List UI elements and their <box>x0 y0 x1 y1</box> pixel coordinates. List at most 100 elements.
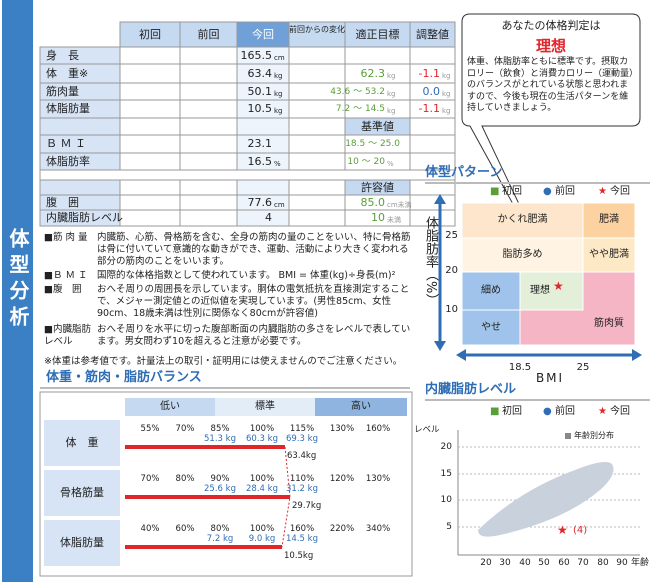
unit: kg <box>274 107 283 115</box>
table-cell <box>288 194 346 211</box>
current-value: 165.5 <box>240 48 273 62</box>
section-header: 許容値 <box>361 180 394 194</box>
scale-label: 100% <box>249 424 275 434</box>
table-cell <box>409 117 456 136</box>
note-text: 内臓筋、心筋、骨格筋を含む、全身の筋肉の量のことをいい、特に骨格筋は骨に付いてい… <box>97 232 411 267</box>
row-label: 体 重※ <box>46 66 89 80</box>
table-cell <box>236 209 290 227</box>
cell-label: 筋肉質 <box>594 318 624 329</box>
table-cell <box>119 117 181 136</box>
type-cell <box>582 237 636 273</box>
x-tick-label: 90 <box>616 558 628 568</box>
y-tick-label: 20 <box>445 265 458 276</box>
table-cell <box>409 152 456 171</box>
sidebar-title: 体型分析 <box>6 228 30 332</box>
table-cell <box>288 179 346 196</box>
value-bar <box>125 545 282 549</box>
value-bar <box>125 445 285 449</box>
table-cell <box>288 209 346 227</box>
scale-label: 130% <box>329 424 355 434</box>
x-tick-label: 25 <box>576 362 590 373</box>
scale-label: 90% <box>210 474 230 484</box>
scale-label: 100% <box>249 474 275 484</box>
y-tick-label: 5 <box>446 522 452 532</box>
legend-label: 初回 <box>502 406 522 417</box>
type-cell <box>461 271 521 311</box>
row-label-bg <box>44 420 120 466</box>
adjust: -1.1 <box>418 66 440 80</box>
table-cell <box>409 194 456 211</box>
level-label: 低い <box>160 401 180 412</box>
x-axis-label: 年齢 <box>631 558 650 568</box>
ref-value: 25.6 kg <box>204 484 236 494</box>
ref-value: 14.5 kg <box>286 534 318 544</box>
scale-label: 130% <box>365 474 391 484</box>
note-label: ■腹 囲 <box>44 284 82 295</box>
table-cell <box>179 63 238 84</box>
unit: cm <box>274 200 285 209</box>
y-tick-label: 10 <box>445 304 458 315</box>
current-value: 77.6 <box>247 195 273 209</box>
scale-label: 70% <box>175 424 195 434</box>
ref-value: 9.0 kg <box>248 534 276 544</box>
current-value: 16.5 <box>247 154 273 168</box>
cell-label: 理想 <box>530 285 550 296</box>
type-cell <box>582 202 636 239</box>
scale-label: 70% <box>140 474 160 484</box>
table-cell <box>119 134 181 154</box>
row-label: 体脂肪量 <box>46 102 90 115</box>
current-value: 23.1 <box>247 137 273 150</box>
row-label: 内臓脂肪レベル <box>46 211 123 224</box>
scale-label: 100% <box>249 524 275 534</box>
section-title: 内臓脂肪レベル <box>425 382 517 397</box>
header-cell <box>179 21 238 48</box>
unit: % <box>274 159 281 168</box>
table-cell <box>179 194 238 211</box>
ref-value: 7.2 kg <box>206 534 234 544</box>
target: 7.2 ～ 14.5 <box>335 104 385 114</box>
result: 理想 <box>535 37 566 55</box>
table-cell <box>409 46 456 65</box>
unit: kg <box>442 107 451 115</box>
x-tick-label: 40 <box>519 558 531 568</box>
unit: kg <box>387 89 396 98</box>
table-cell <box>39 117 121 136</box>
footnote: ※体重は参考値です。計量法上の取引・証明用には使えませんのでご注意ください。 <box>44 356 403 367</box>
table-cell <box>179 134 238 154</box>
ref-value: 31.2 kg <box>286 484 318 494</box>
current-value: 63.4 <box>247 66 273 80</box>
table-header: 前回 <box>197 28 220 41</box>
ref-value: 51.3 kg <box>204 434 236 444</box>
scale-label: 110% <box>289 474 315 484</box>
level-cell <box>315 398 407 416</box>
table-header: 初回 <box>139 28 161 41</box>
level-cell <box>125 398 215 416</box>
x-tick-label: 18.5 <box>508 362 532 373</box>
table-cell <box>39 179 121 196</box>
table-cell <box>288 63 346 84</box>
value-label: 10.5kg <box>284 551 314 561</box>
table-header: 前回からの変化 <box>289 25 345 34</box>
legend-mark: ■ <box>490 406 500 417</box>
x-axis-label: BMI <box>535 371 565 385</box>
type-cell <box>461 309 521 346</box>
y-tick-label: 15 <box>440 469 452 479</box>
legend-label: 今回 <box>610 186 630 197</box>
type-cell <box>519 271 584 311</box>
legend-mark: ★ <box>598 406 607 417</box>
x-tick-label: 50 <box>538 558 550 568</box>
header-cell <box>119 21 181 48</box>
bar-end-link <box>281 446 291 548</box>
scale-label: 55% <box>140 424 160 434</box>
table-cell <box>119 63 181 84</box>
table-cell <box>119 46 181 65</box>
table-cell <box>236 179 290 196</box>
note-label: ■内臓脂肪 レベル <box>44 324 91 347</box>
scale-label: 80% <box>210 524 230 534</box>
table-cell <box>236 117 290 136</box>
legend-label: 初回 <box>502 186 522 197</box>
table-cell <box>288 117 346 136</box>
y-tick-label: 20 <box>440 442 452 452</box>
legend-mark: ● <box>543 186 552 197</box>
